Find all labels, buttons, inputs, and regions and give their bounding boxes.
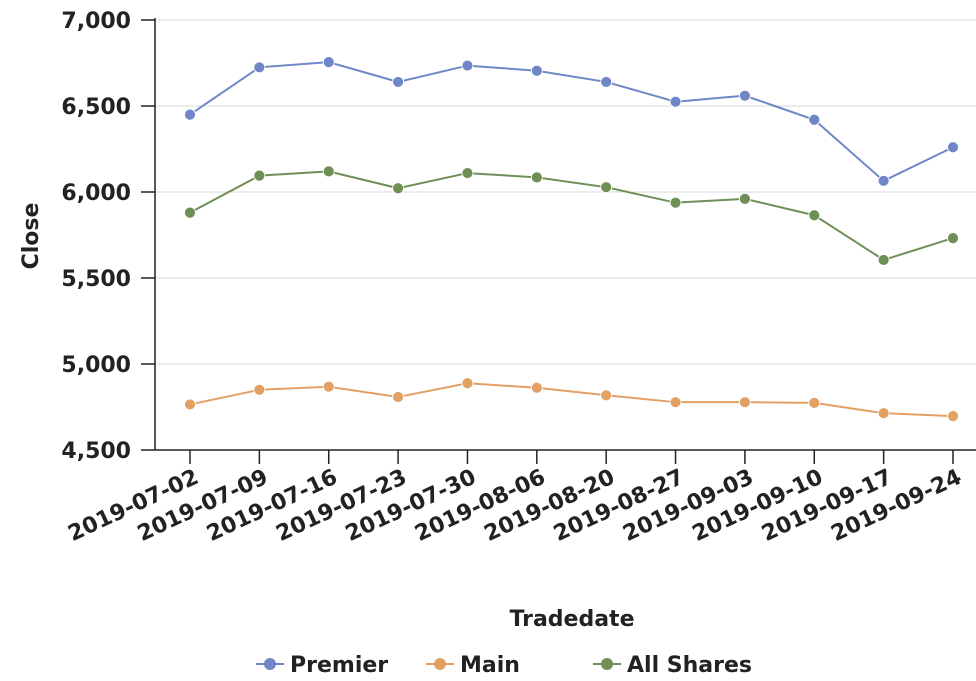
legend-swatch-marker (264, 658, 276, 670)
y-tick-label: 5,500 (61, 267, 131, 292)
data-point (808, 113, 821, 126)
data-point (808, 209, 821, 222)
gridlines (155, 19, 976, 365)
series-group (184, 56, 959, 423)
data-point (600, 389, 613, 402)
data-point (739, 396, 751, 409)
data-point (184, 206, 196, 219)
data-point (461, 377, 474, 390)
data-point (947, 232, 959, 244)
legend-swatch-marker (434, 658, 446, 670)
data-point (392, 182, 404, 195)
data-point (877, 174, 890, 187)
legend-label: Main (460, 653, 520, 678)
data-point (739, 89, 751, 102)
series-line (189, 382, 954, 418)
x-axis-ticks: 2019-07-022019-07-092019-07-162019-07-23… (64, 450, 966, 547)
data-point (392, 76, 404, 88)
y-tick-label: 5,000 (61, 353, 131, 378)
y-axis-title: Close (19, 203, 44, 270)
data-point (322, 380, 335, 393)
data-point (947, 141, 959, 154)
data-point (461, 59, 474, 72)
data-point (253, 169, 266, 182)
series-line (189, 170, 954, 262)
y-axis-ticks: 4,500 5,000 5,500 6,000 6,500 7,000 (61, 9, 155, 464)
data-point (877, 254, 890, 266)
data-point (600, 76, 613, 88)
y-tick-label: 6,000 (61, 181, 131, 206)
x-axis-title: Tradedate (510, 607, 635, 632)
data-point (184, 108, 196, 121)
y-tick-label: 7,000 (61, 9, 131, 34)
data-point (669, 196, 682, 209)
data-point (947, 410, 959, 423)
y-tick-label: 6,500 (61, 95, 131, 120)
data-point (600, 181, 613, 194)
data-point (739, 192, 751, 205)
legend-swatch-marker (601, 658, 613, 670)
data-point (461, 167, 474, 179)
data-point (322, 165, 335, 178)
data-point (530, 171, 543, 184)
data-point (669, 95, 682, 108)
data-point (530, 64, 543, 77)
data-point (184, 398, 196, 411)
data-point (322, 56, 335, 69)
axes (154, 18, 976, 451)
series-line (189, 61, 954, 183)
data-point (808, 396, 821, 409)
data-point (253, 383, 266, 396)
y-tick-label: 4,500 (61, 439, 131, 464)
data-point (530, 381, 543, 394)
legend-label: Premier (290, 653, 388, 678)
legend: Premier Main All Shares (256, 653, 752, 678)
data-point (877, 407, 890, 420)
data-point (253, 61, 266, 74)
data-point (669, 396, 682, 409)
legend-label: All Shares (627, 653, 752, 678)
data-point (392, 391, 404, 403)
